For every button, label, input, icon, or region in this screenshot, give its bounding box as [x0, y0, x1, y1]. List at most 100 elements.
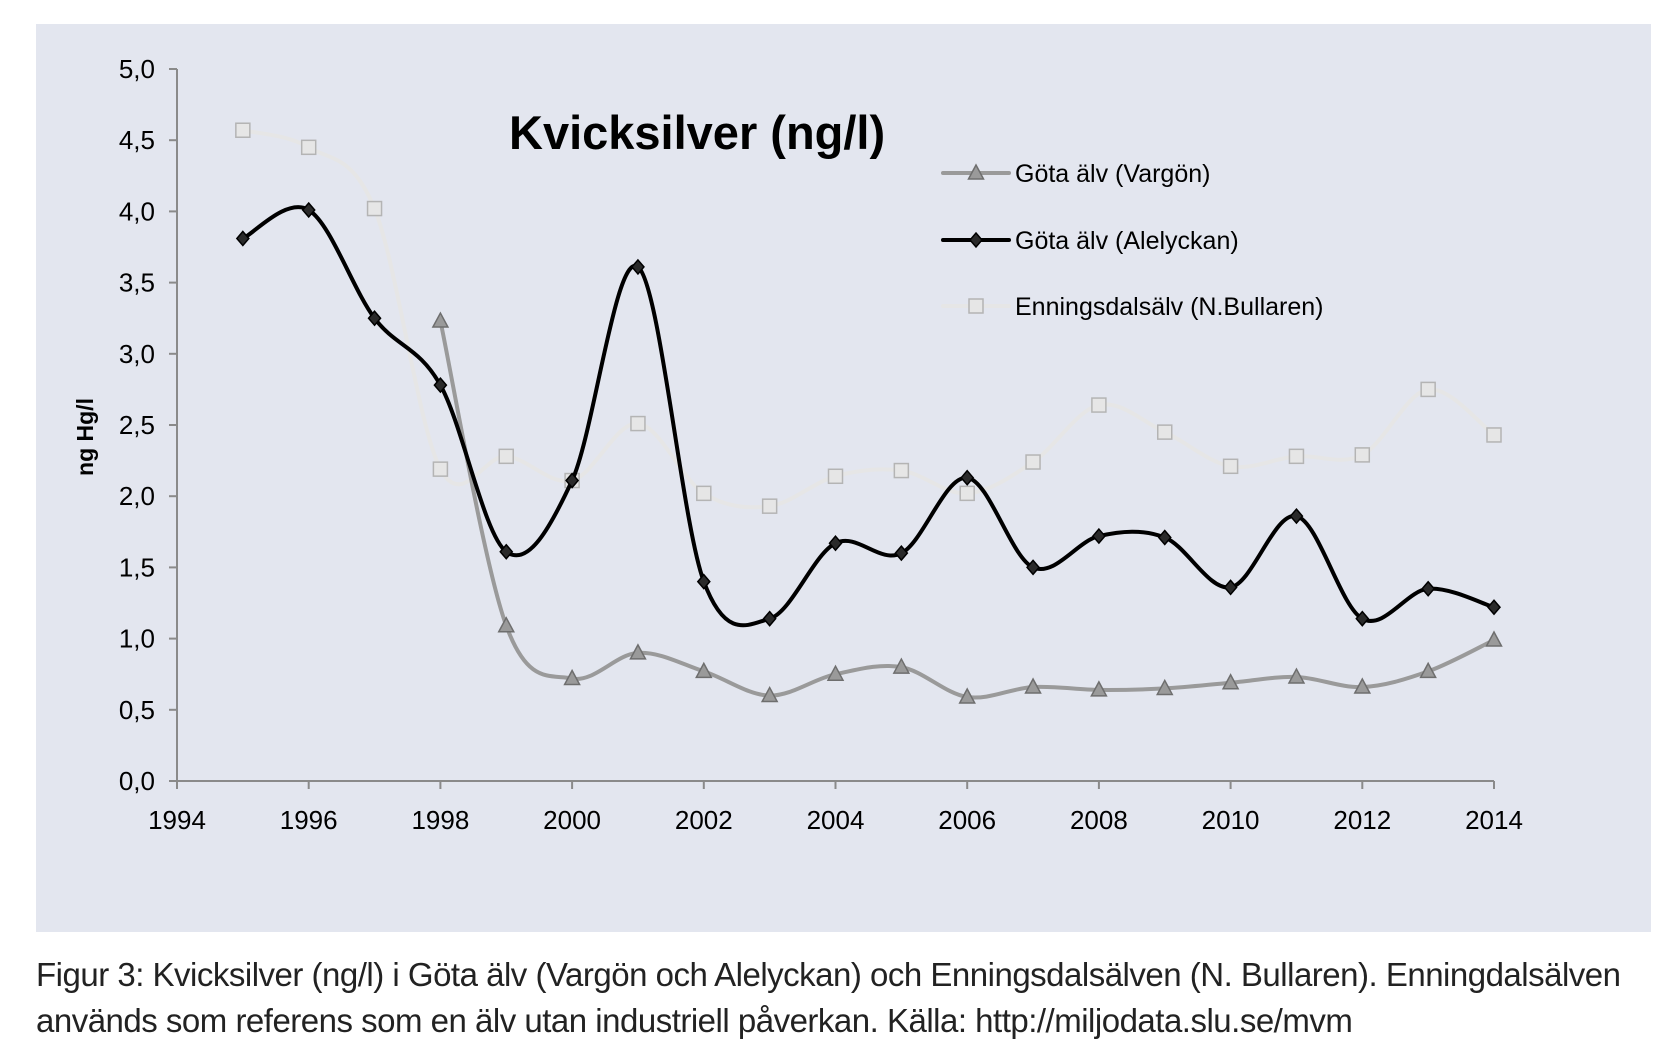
data-point-diamond	[235, 230, 250, 247]
legend-entry: Göta älv (Vargön)	[941, 160, 1210, 188]
y-tick-label: 4,5	[119, 125, 155, 155]
y-tick-label: 5,0	[119, 54, 155, 84]
series-triangle	[431, 311, 1503, 704]
data-point-diamond	[1223, 579, 1238, 596]
data-point-triangle	[1485, 630, 1503, 647]
x-tick-label: 2006	[938, 805, 996, 835]
data-point-triangle	[1353, 677, 1372, 694]
y-tick-label: 2,0	[119, 481, 155, 511]
y-tick-label: 0,0	[119, 766, 155, 796]
data-point-diamond	[762, 610, 777, 627]
data-point-square	[1157, 424, 1173, 440]
y-tick-label: 1,5	[119, 552, 155, 582]
data-point-diamond	[301, 201, 316, 219]
data-point-triangle	[1287, 667, 1306, 684]
data-point-diamond	[499, 543, 514, 560]
data-point-square	[696, 485, 712, 502]
data-point-triangle	[760, 685, 779, 703]
data-point-square	[1354, 447, 1371, 463]
y-tick-label: 2,5	[119, 410, 155, 440]
x-tick-label: 2000	[543, 805, 601, 835]
data-point-triangle	[431, 311, 450, 328]
data-point-diamond	[630, 258, 645, 276]
series-square	[235, 122, 1502, 514]
data-point-diamond	[1026, 559, 1041, 576]
data-point-square	[959, 485, 975, 502]
legend-entry: Enningsdalsälv (N.Bullaren)	[941, 293, 1323, 321]
data-point-square	[1420, 381, 1436, 398]
data-point-diamond	[433, 376, 448, 394]
data-point-square	[366, 200, 383, 217]
data-point-triangle	[1155, 678, 1174, 696]
y-tick-label: 1,0	[119, 624, 155, 654]
data-point-diamond	[565, 472, 580, 489]
y-tick-label: 3,5	[119, 268, 155, 298]
legend-label: Enningsdalsälv (N.Bullaren)	[1015, 293, 1323, 321]
data-point-diamond	[828, 535, 843, 552]
data-point-square	[761, 498, 778, 514]
x-tick-label: 2014	[1465, 805, 1523, 835]
y-tick-label: 4,0	[119, 196, 155, 226]
data-point-triangle	[1090, 680, 1108, 697]
data-point-square	[235, 122, 251, 138]
legend: Göta älv (Vargön) Göta älv (Alelyckan) Enn…	[941, 160, 1323, 321]
data-point-diamond	[960, 469, 975, 486]
data-point-square	[1288, 448, 1305, 465]
caption-line-2: används som referens som en älv utan ind…	[36, 1002, 1353, 1039]
axes: 0,0 0,5 1,0 1,5 2,0 2,5 3,0 3,5 4,0 4,5 5,0 1994 199…	[119, 54, 1523, 835]
data-point-triangle	[958, 687, 976, 704]
data-point-triangle	[629, 643, 647, 660]
x-tick-label: 2004	[807, 805, 865, 835]
x-tick-label: 2012	[1333, 805, 1391, 835]
data-point-triangle	[563, 668, 581, 686]
legend-label: Göta älv (Vargön)	[1015, 160, 1210, 188]
y-tick-label: 3,0	[119, 339, 155, 369]
diamond-series-line	[240, 205, 1496, 628]
x-tick-label: 1998	[411, 805, 469, 835]
data-point-diamond	[1091, 527, 1106, 545]
y-tick-label: 0,5	[119, 695, 155, 725]
series-layer	[235, 122, 1503, 704]
data-point-square	[498, 448, 514, 465]
legend-marker	[969, 231, 983, 249]
x-tick-label: 2002	[675, 805, 733, 835]
data-point-square	[1025, 454, 1041, 470]
x-tick-label: 1996	[280, 805, 338, 835]
data-point-triangle	[1419, 661, 1437, 679]
data-point-square	[893, 462, 910, 479]
data-point-diamond	[1421, 580, 1436, 597]
data-point-triangle	[1221, 673, 1240, 690]
caption-line-1: Figur 3: Kvicksilver (ng/l) i Göta älv (…	[36, 956, 1621, 993]
data-point-diamond	[367, 310, 382, 327]
line-chart: 0,0 0,5 1,0 1,5 2,0 2,5 3,0 3,5 4,0 4,5 5,0 1994 199…	[72, 54, 1523, 835]
data-point-diamond	[1487, 599, 1501, 616]
legend-label: Göta älv (Alelyckan)	[1015, 227, 1239, 255]
data-point-square	[432, 461, 449, 477]
data-point-triangle	[1024, 677, 1042, 694]
x-tick-label: 1994	[148, 805, 206, 835]
y-axis-label: ng Hg/l	[72, 398, 98, 476]
x-tick-label: 2010	[1202, 805, 1260, 835]
data-point-triangle	[892, 657, 911, 674]
data-point-square	[1091, 397, 1107, 413]
legend-marker	[967, 163, 985, 180]
chart-title: Kvicksilver (ng/l)	[509, 106, 885, 159]
data-point-diamond	[894, 545, 909, 562]
data-point-triangle	[695, 661, 713, 679]
data-point-diamond	[1289, 507, 1304, 525]
series-diamond	[235, 201, 1501, 628]
legend-entry: Göta älv (Alelyckan)	[941, 227, 1239, 255]
triangle-series-line	[438, 319, 1496, 700]
data-point-square	[1222, 458, 1239, 475]
figure-caption: Figur 3: Kvicksilver (ng/l) i Göta älv (…	[36, 952, 1656, 1044]
data-point-diamond	[1157, 529, 1172, 546]
data-point-diamond	[1355, 610, 1370, 627]
x-tick-label: 2008	[1070, 805, 1128, 835]
data-point-square	[1486, 427, 1502, 443]
data-point-triangle	[826, 664, 845, 681]
legend-marker	[968, 298, 984, 314]
data-point-square	[630, 415, 646, 432]
data-point-diamond	[696, 573, 711, 590]
data-point-square	[300, 139, 317, 156]
